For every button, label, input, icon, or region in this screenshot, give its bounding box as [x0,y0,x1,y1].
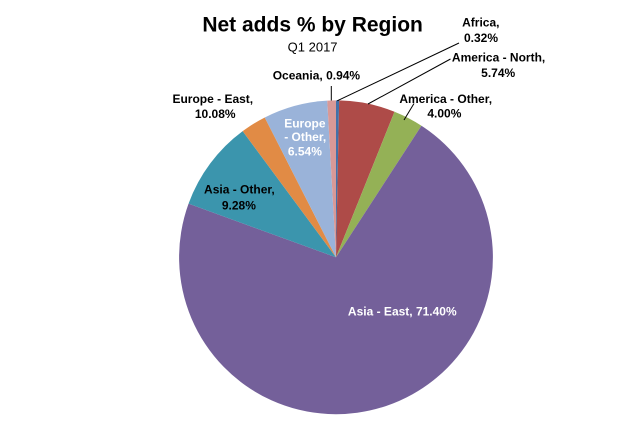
svg-text:Africa,: Africa, [462,16,499,30]
svg-text:6.54%: 6.54% [288,145,322,159]
svg-text:Asia - Other,: Asia - Other, [204,183,275,197]
svg-text:Asia - East, 71.40%: Asia - East, 71.40% [348,305,457,319]
svg-text:Net adds % by Region: Net adds % by Region [202,14,423,37]
svg-text:America - Other,: America - Other, [399,92,492,106]
svg-text:9.28%: 9.28% [222,199,256,213]
svg-text:Europe - East,: Europe - East, [172,92,253,106]
svg-text:4.00%: 4.00% [427,107,461,121]
svg-text:5.74%: 5.74% [481,66,515,80]
svg-text:- Other,: - Other, [284,130,326,144]
svg-text:America - North,: America - North, [452,51,545,65]
svg-text:10.08%: 10.08% [195,107,236,121]
svg-text:0.32%: 0.32% [464,31,498,45]
svg-text:Europe: Europe [284,117,326,131]
svg-text:Oceania, 0.94%: Oceania, 0.94% [273,69,361,83]
svg-text:Q1 2017: Q1 2017 [288,40,338,55]
